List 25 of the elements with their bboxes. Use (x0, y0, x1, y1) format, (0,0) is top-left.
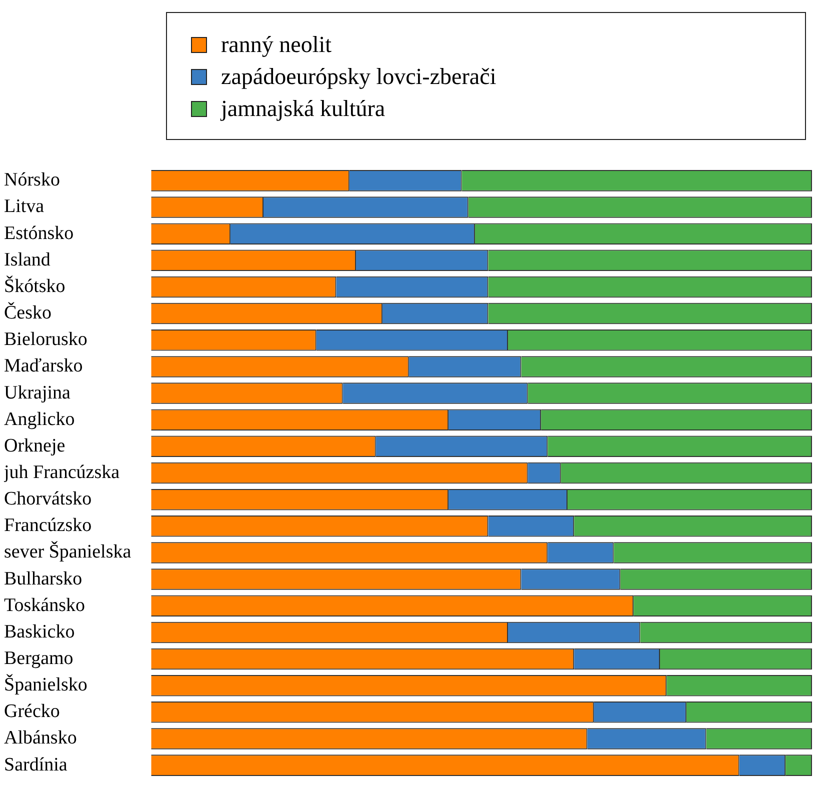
y-tick-label: Island (4, 249, 51, 270)
y-tick-label: Toskánsko (4, 594, 86, 616)
y-tick-label: Orkneje (4, 435, 66, 456)
y-tick-label: Chorvátsko (4, 488, 92, 510)
y-tick-label: Bielorusko (4, 329, 88, 350)
y-tick-label: Albánsko (4, 728, 77, 749)
y-tick-label: Baskicko (4, 621, 75, 642)
y-tick-label: Škótsko (4, 274, 66, 297)
y-tick-label: Anglicko (4, 408, 75, 430)
y-tick-label: Grécko (4, 701, 60, 722)
y-tick-label: Francúzsko (4, 515, 92, 536)
y-tick-label: Litva (4, 196, 45, 218)
y-tick-label: Ukrajina (4, 382, 72, 404)
y-tick-label: Bergamo (4, 648, 74, 669)
y-tick-label: sever Španielska (4, 540, 132, 563)
legend-label: ranný neolit (221, 32, 332, 58)
legend-label: zapádoeurópsky lovci-zberači (221, 64, 496, 90)
legend-label: jamnajská kultúra (221, 96, 386, 122)
y-tick-label: Nórsko (4, 170, 60, 191)
y-tick-label: Bulharsko (4, 568, 82, 590)
y-tick-label: Česko (4, 302, 52, 324)
y-tick-label: Maďarsko (4, 356, 83, 377)
y-tick-label: Španielsko (4, 674, 88, 696)
y-tick-label: Sardínia (4, 754, 68, 776)
y-tick-label: Estónsko (4, 222, 74, 244)
